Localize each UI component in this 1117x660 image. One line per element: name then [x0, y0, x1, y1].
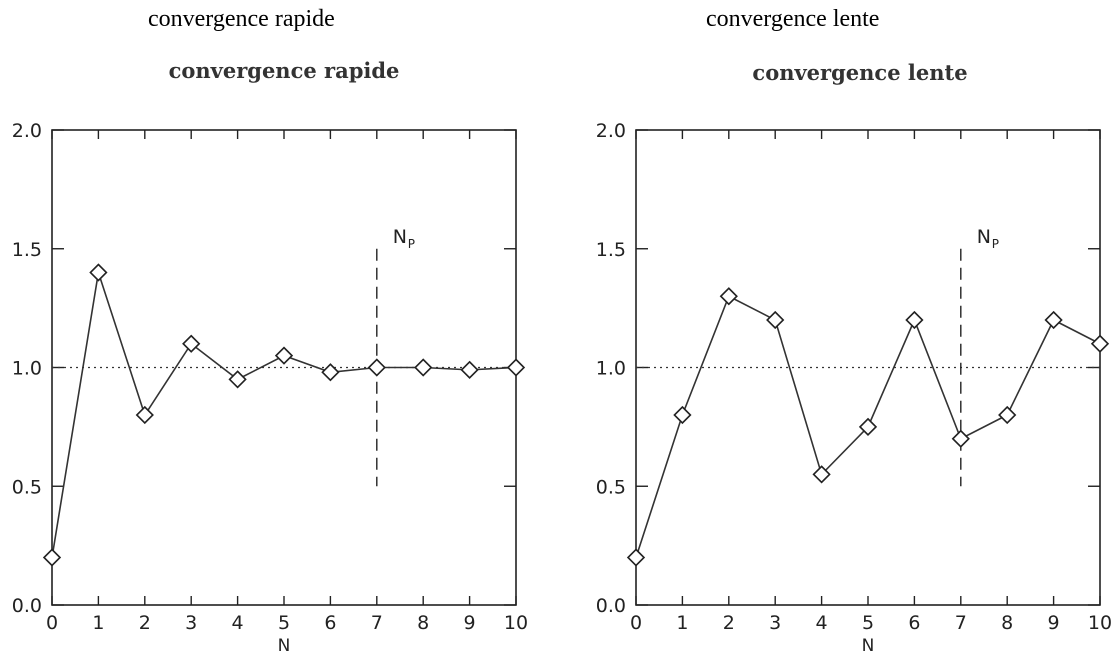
x-tick-label: 4 [232, 612, 244, 634]
x-tick-label: 10 [1088, 612, 1112, 634]
y-tick-label: 1.5 [596, 239, 626, 261]
np-label: N [393, 226, 407, 248]
data-point-diamond [462, 362, 478, 378]
x-tick-label: 5 [278, 612, 290, 634]
y-tick-label: 0.5 [12, 476, 42, 498]
x-tick-label: 9 [464, 612, 476, 634]
data-point-diamond [906, 312, 922, 328]
data-point-diamond [674, 407, 690, 423]
data-point-diamond [183, 336, 199, 352]
x-tick-label: 9 [1048, 612, 1060, 634]
plot-frame [52, 130, 516, 605]
data-point-diamond [1092, 336, 1108, 352]
data-point-diamond [90, 265, 106, 281]
np-label-sub: P [408, 237, 415, 251]
x-tick-label: 7 [371, 612, 383, 634]
chart-title: convergence lente [752, 60, 967, 85]
data-point-diamond [415, 360, 431, 376]
y-tick-label: 1.0 [596, 358, 626, 380]
y-tick-label: 0.0 [596, 595, 626, 617]
x-tick-label: 4 [816, 612, 828, 634]
chart-title: convergence rapide [169, 58, 400, 83]
np-label-sub: P [992, 237, 999, 251]
data-point-diamond [721, 288, 737, 304]
chart-panel-1: convergence lente 0 1 2 3 4 5 6 7 8 9 10 0.0 0.5 1.0 1.… [596, 60, 1112, 656]
x-tick-label: 1 [92, 612, 104, 634]
data-point-diamond [322, 364, 338, 380]
data-point-diamond [767, 312, 783, 328]
x-tick-label: 0 [630, 612, 642, 634]
x-tick-label: 10 [504, 612, 528, 634]
x-tick-label: 6 [908, 612, 920, 634]
x-tick-label: 5 [862, 612, 874, 634]
data-point-diamond [999, 407, 1015, 423]
np-label: N [977, 226, 991, 248]
x-tick-label: 8 [417, 612, 429, 634]
data-point-diamond [369, 360, 385, 376]
x-tick-label: 3 [769, 612, 781, 634]
data-point-diamond [953, 431, 969, 447]
y-tick-label: 0.5 [596, 476, 626, 498]
x-tick-label: 8 [1001, 612, 1013, 634]
y-tick-label: 1.0 [12, 358, 42, 380]
x-tick-label: 1 [676, 612, 688, 634]
chart-panel-0: convergence rapide 0 1 2 3 4 5 6 7 8 9 10 0.0 0.5 1.0 1… [12, 58, 528, 656]
data-point-diamond [628, 550, 644, 566]
x-tick-label: 2 [139, 612, 151, 634]
x-tick-label: 3 [185, 612, 197, 634]
data-point-diamond [508, 360, 524, 376]
y-tick-label: 2.0 [12, 120, 42, 142]
x-axis-label: N [862, 636, 875, 656]
y-tick-label: 2.0 [596, 120, 626, 142]
data-point-diamond [276, 348, 292, 364]
series-line [52, 273, 516, 558]
y-tick-label: 0.0 [12, 595, 42, 617]
data-point-diamond [1046, 312, 1062, 328]
y-tick-label: 1.5 [12, 239, 42, 261]
x-tick-label: 6 [324, 612, 336, 634]
x-axis-label: N [278, 636, 291, 656]
data-point-diamond [137, 407, 153, 423]
data-point-diamond [44, 550, 60, 566]
x-tick-label: 7 [955, 612, 967, 634]
data-point-diamond [230, 371, 246, 387]
x-tick-label: 2 [723, 612, 735, 634]
x-tick-label: 0 [46, 612, 58, 634]
